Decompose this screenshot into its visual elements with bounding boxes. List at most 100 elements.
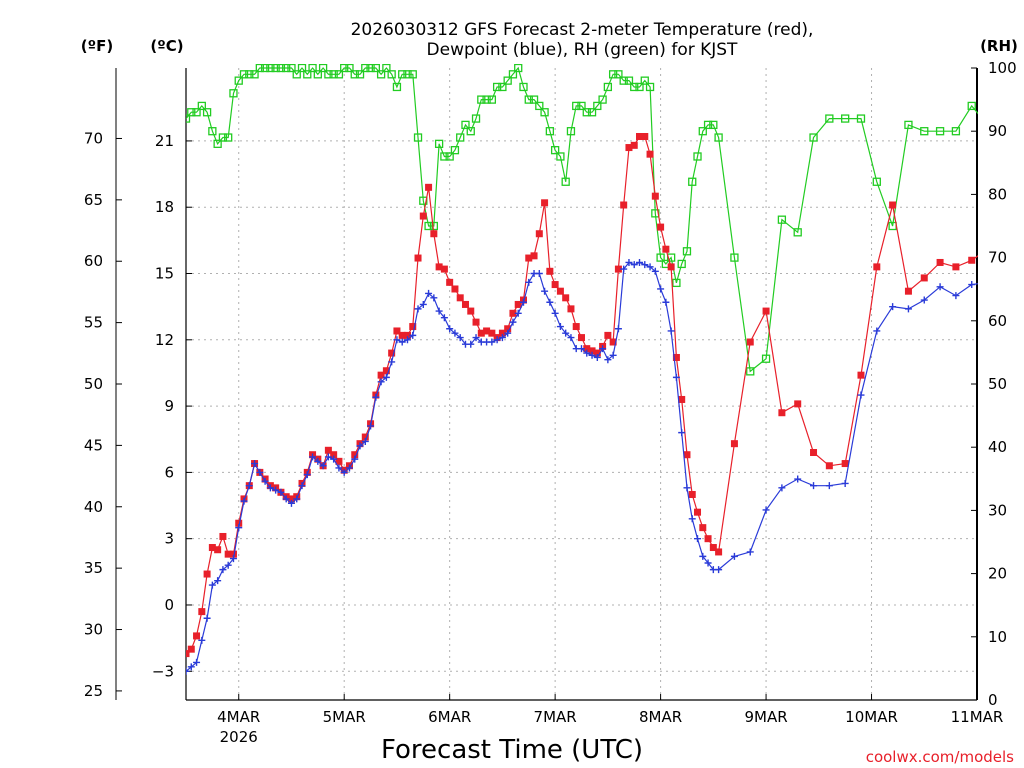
rh-point <box>292 70 301 79</box>
rh-point <box>239 70 249 79</box>
grid-lines <box>186 68 977 700</box>
temperature-point <box>472 318 480 326</box>
fahrenheit-tick-label: 25 <box>84 682 103 700</box>
dewpoint-point <box>214 577 222 585</box>
dewpoint-point <box>419 300 427 308</box>
rh-point <box>260 64 270 73</box>
series-dewpoint <box>186 258 1023 675</box>
rh-point <box>666 253 676 262</box>
x-tick-label: 6MAR <box>428 708 471 726</box>
dewpoint-point <box>688 515 696 523</box>
temperature-point <box>398 331 406 339</box>
rh-point <box>229 89 238 98</box>
chart-title-line2: Dewpoint (blue), RH (green) for KJST <box>427 40 739 60</box>
rh-point <box>202 108 212 117</box>
celsius-tick-label: 3 <box>164 530 174 548</box>
temperature-point <box>530 252 538 260</box>
rh-point <box>841 114 850 123</box>
dewpoint-point <box>293 495 301 503</box>
dewpoint-point <box>382 373 390 381</box>
dewpoint-point <box>277 488 285 496</box>
dewpoint-point <box>403 336 411 344</box>
dewpoint-point <box>694 535 702 543</box>
rh-point <box>382 64 391 73</box>
temperature-point <box>193 632 201 640</box>
temperature-point <box>646 150 654 158</box>
rh-point <box>245 70 254 79</box>
temperature-point <box>620 201 628 209</box>
temperature-point <box>688 490 696 498</box>
rh-point <box>187 108 196 117</box>
celsius-tick-label: 21 <box>155 132 174 150</box>
dewpoint-point <box>657 285 665 293</box>
temperature-point <box>409 323 417 331</box>
dewpoint-point <box>857 391 865 399</box>
rh-point <box>746 367 755 376</box>
rh-point <box>550 146 560 155</box>
dewpoint-point <box>583 349 591 357</box>
rh-point <box>614 70 623 79</box>
rh-point <box>186 114 191 123</box>
rh-point <box>345 64 354 73</box>
rh-point <box>508 70 518 79</box>
rh-point <box>482 95 491 104</box>
dewpoint-point <box>282 495 290 503</box>
dewpoint-point <box>266 484 274 492</box>
dewpoint-point <box>208 581 216 589</box>
dewpoint-point <box>968 281 976 289</box>
rh-point <box>519 82 528 92</box>
temperature-point <box>636 133 644 141</box>
fahrenheit-tick-label: 30 <box>84 621 103 639</box>
temperature-point <box>694 508 702 516</box>
dewpoint-point <box>825 482 833 490</box>
dewpoint-point <box>715 566 723 574</box>
dewpoint-point <box>314 457 322 465</box>
dewpoint-point <box>446 325 454 333</box>
fahrenheit-tick-label: 65 <box>84 191 103 209</box>
dewpoint-point <box>324 453 332 461</box>
dewpoint-point <box>1016 281 1023 288</box>
rh-point <box>577 101 586 111</box>
rh-point <box>630 82 639 92</box>
dewpoint-point <box>488 338 496 346</box>
rh-point <box>218 133 228 142</box>
dewpoint-point <box>730 552 738 560</box>
dewpoint-point <box>456 334 464 342</box>
temperature-point <box>198 608 206 616</box>
rh-point <box>672 278 681 288</box>
celsius-tick-label: 9 <box>164 397 174 415</box>
rh-point <box>540 108 549 117</box>
rh-point <box>192 108 201 117</box>
temperature-point <box>841 460 849 468</box>
temperature-point <box>651 192 659 200</box>
rh-line <box>186 66 978 373</box>
temperature-point <box>936 258 944 266</box>
dewpoint-point <box>794 475 802 483</box>
dewpoint-point <box>841 479 849 487</box>
dewpoint-point <box>340 468 348 476</box>
temperature-point <box>810 449 818 457</box>
rh-point <box>714 133 723 142</box>
temperature-point <box>446 278 454 286</box>
temperature-point <box>762 307 770 315</box>
rh-point <box>413 133 423 142</box>
rh-point <box>334 70 344 79</box>
dewpoint-point <box>345 464 353 472</box>
rh-point <box>208 127 217 136</box>
rh-point <box>682 247 692 256</box>
dewpoint-point <box>873 327 881 335</box>
fahrenheit-tick-label: 70 <box>84 129 103 147</box>
rh-point <box>587 108 597 117</box>
dewpoint-point <box>193 658 201 666</box>
x-tick-label: 11MAR <box>951 708 1004 726</box>
rh-point <box>951 127 961 136</box>
rh-point <box>640 76 649 85</box>
dewpoint-point <box>620 265 628 273</box>
rh-point <box>561 177 570 186</box>
dewpoint-point <box>567 334 575 342</box>
temperature-point <box>556 287 564 295</box>
rh-point <box>434 139 444 148</box>
temperature-point <box>477 329 485 337</box>
rh-point <box>514 64 523 73</box>
